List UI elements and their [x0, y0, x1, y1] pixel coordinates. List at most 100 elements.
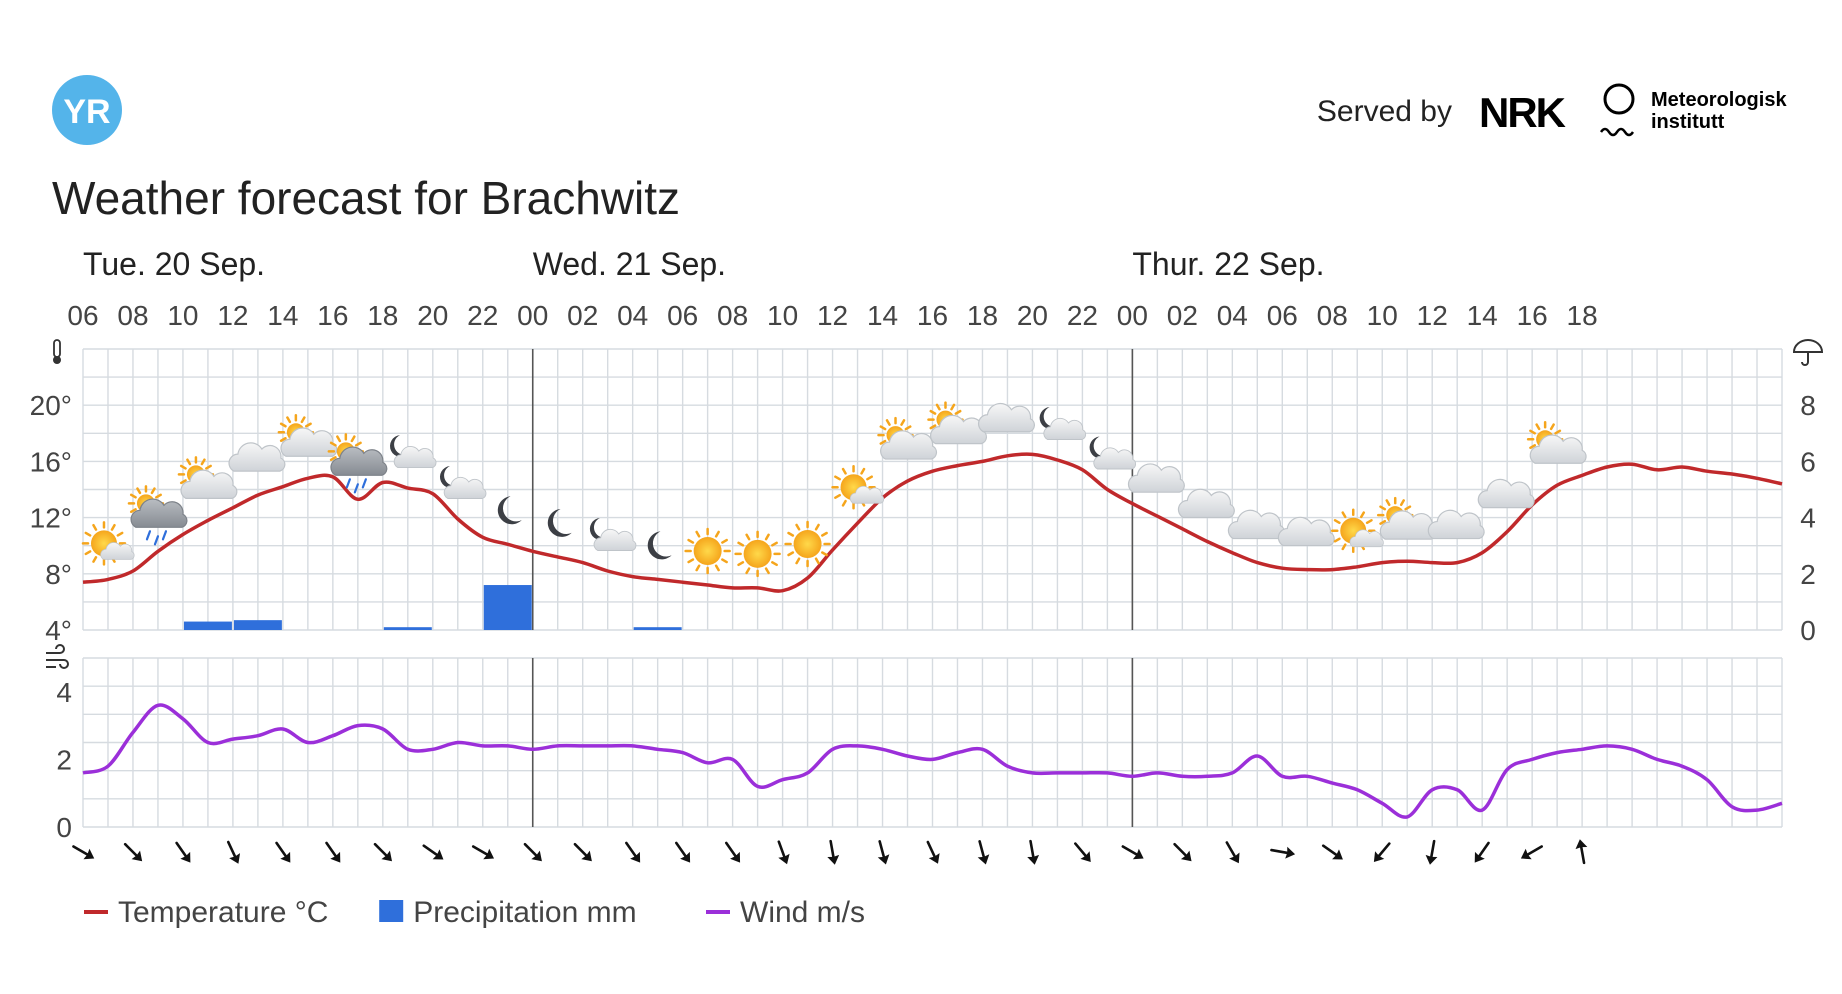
precipitation-axis-tick: 4 [1800, 503, 1816, 534]
small-cloud [393, 445, 437, 469]
sun-ray [129, 493, 137, 499]
precipitation-bar [233, 620, 282, 630]
sun-ray [179, 479, 187, 485]
cloud-icon [1177, 488, 1235, 519]
precipitation-bar [183, 621, 232, 630]
sun-ray [745, 533, 751, 541]
arrow-head [928, 853, 940, 864]
sun-ray [1404, 505, 1412, 511]
umbrella-canopy [1792, 339, 1824, 353]
partly-cloudy-night-icon [1039, 406, 1087, 440]
moon-shape [439, 466, 459, 488]
sun-ray [200, 458, 206, 466]
hour-tick-label: 16 [917, 300, 948, 331]
sun-ray [129, 508, 137, 514]
legend-label: Precipitation mm [413, 896, 636, 929]
sun-ray [1333, 537, 1341, 543]
wind-axis-tick: 4 [56, 677, 72, 708]
sun-disc [793, 530, 822, 559]
cloud-icon [1427, 509, 1485, 540]
sun-ray [834, 475, 841, 481]
met-name-line1: Meteorologisk [1651, 89, 1787, 111]
sun-ray [1554, 429, 1562, 435]
cloud-shape [228, 442, 286, 472]
cloud-shape [977, 402, 1035, 433]
met-logo[interactable]: Meteorologisk institutt [1599, 83, 1787, 137]
sun-ray [764, 567, 770, 575]
partly-cloudy-day-icon [277, 414, 338, 457]
umbrella-icon [1792, 339, 1824, 366]
arrow-head [1132, 848, 1144, 860]
wind-direction-arrow [877, 840, 890, 865]
partly-cloudy-day-icon [927, 401, 988, 445]
arrow-head [1180, 850, 1192, 862]
sun-ray [745, 567, 751, 575]
hour-tick-label: 16 [317, 300, 348, 331]
sun-ray [929, 424, 937, 430]
arrow-head [581, 850, 592, 862]
sun-ray [866, 475, 873, 481]
thermometer-tube [53, 339, 61, 358]
cloud-shape [1177, 488, 1235, 519]
wind-direction-arrow [725, 841, 741, 863]
sun-ray [885, 419, 891, 426]
sun-ray [1529, 444, 1536, 450]
small-cloud [1093, 447, 1137, 470]
sun-ray [860, 467, 866, 475]
sun-ray [695, 530, 701, 538]
sun-ray [336, 435, 342, 443]
temperature-axis-tick: 12° [30, 503, 72, 534]
temperature-axis-tick: 4° [45, 615, 72, 646]
arrow-head [1520, 848, 1532, 860]
temperature-axis-tick: 8° [45, 559, 72, 590]
partly-cloudy-rain-icon [327, 433, 388, 494]
arrow-head [83, 848, 95, 860]
hour-tick-label: 12 [1417, 300, 1448, 331]
partly-sunny-icon [81, 521, 135, 566]
precipitation-bar [633, 627, 682, 630]
yr-logo[interactable]: YR [52, 75, 122, 145]
sun-ray [300, 416, 306, 424]
arrow-head [131, 850, 143, 862]
legend-item: Temperature °C [84, 896, 328, 929]
thermometer-icon [53, 339, 61, 364]
cloud-shape [1477, 478, 1535, 509]
arrow-head [1027, 854, 1040, 865]
hour-tick-label: 08 [717, 300, 748, 331]
cloud-shape [100, 542, 135, 560]
partly-cloudy-day-icon [1526, 421, 1587, 464]
wind-axis-tick: 2 [56, 744, 72, 775]
cloud-shape [1227, 509, 1285, 540]
wind-direction-arrow [275, 841, 291, 863]
wind-direction-arrow [827, 839, 840, 865]
cloud-shape [880, 430, 938, 460]
hour-tick-label: 18 [367, 300, 398, 331]
precipitation-axis-tick: 2 [1800, 559, 1816, 590]
sun-ray [687, 558, 695, 564]
nrk-logo[interactable]: NRK [1479, 89, 1568, 136]
sun-ray [205, 464, 212, 470]
legend-label: Wind m/s [740, 896, 865, 929]
sun-ray [714, 564, 720, 572]
moon-shape [497, 496, 522, 525]
sun-ray [329, 456, 337, 462]
moon-shape [389, 435, 409, 458]
small-cloud [593, 528, 637, 551]
rain-drop [361, 478, 367, 489]
legend-swatch-bar [379, 900, 404, 922]
wind-direction-arrow [523, 842, 542, 862]
moon-icon [497, 496, 522, 525]
wind-icon-lines [46, 644, 69, 669]
hour-tick-label: 02 [1167, 300, 1198, 331]
temperature-axis-tick: 20° [30, 390, 72, 421]
arrow-head [483, 848, 495, 860]
sun-ray [186, 458, 192, 466]
sun-ray [84, 531, 92, 537]
arrow-head [1373, 851, 1385, 862]
page-title: Weather forecast for Brachwitz [52, 172, 680, 224]
hour-tick-label: 00 [517, 300, 548, 331]
wind-direction-arrow [1321, 844, 1343, 860]
moon-shape [1089, 436, 1109, 459]
wind-direction-arrow [422, 844, 444, 860]
wind-direction-arrow [72, 845, 95, 860]
